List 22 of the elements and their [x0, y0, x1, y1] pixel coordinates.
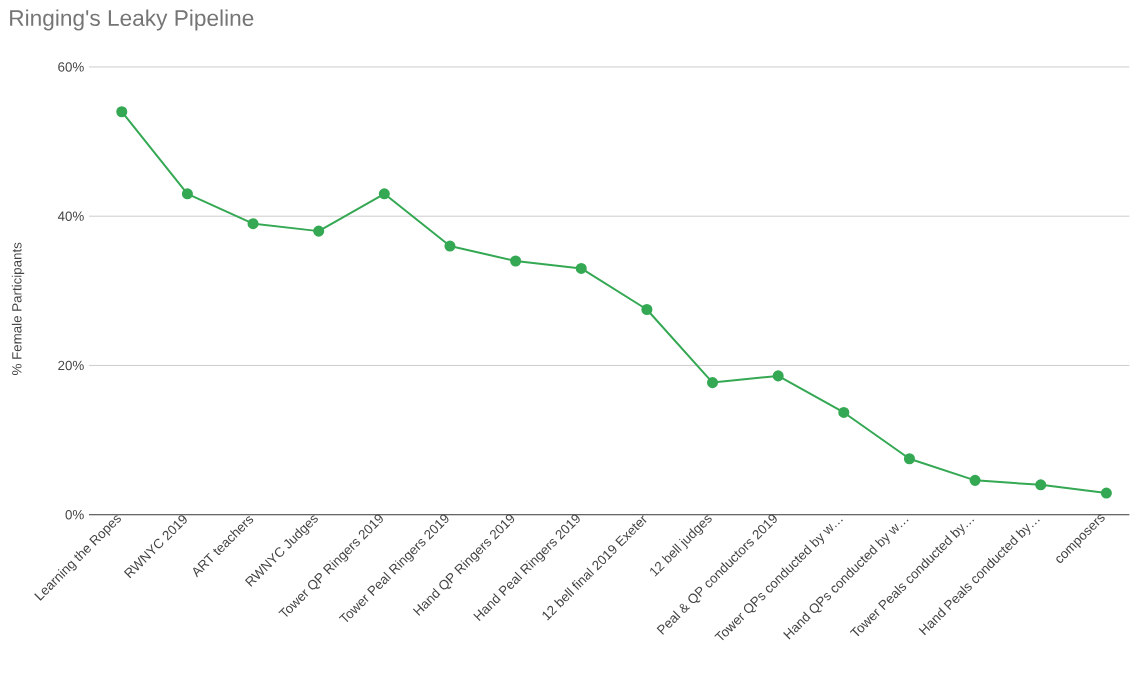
point [1035, 479, 1047, 491]
y-axis-title: % Female Participants [11, 242, 25, 376]
y-tick-label: 60% [58, 62, 84, 72]
point [378, 188, 390, 200]
y-tick-label: 0% [65, 510, 84, 520]
point [903, 453, 915, 465]
point [575, 263, 587, 275]
point [181, 188, 193, 200]
point [510, 255, 522, 267]
point [444, 240, 456, 252]
point [641, 304, 653, 316]
point [838, 407, 850, 419]
point [247, 218, 259, 230]
point [969, 475, 981, 487]
point [772, 370, 784, 382]
chart-title: Ringing's Leaky Pipeline [10, 9, 254, 31]
point [313, 225, 325, 237]
y-tick-label: 20% [58, 360, 84, 371]
point [707, 377, 719, 389]
point [116, 106, 128, 118]
point [1100, 487, 1112, 499]
y-tick-label: 40% [57, 211, 84, 222]
